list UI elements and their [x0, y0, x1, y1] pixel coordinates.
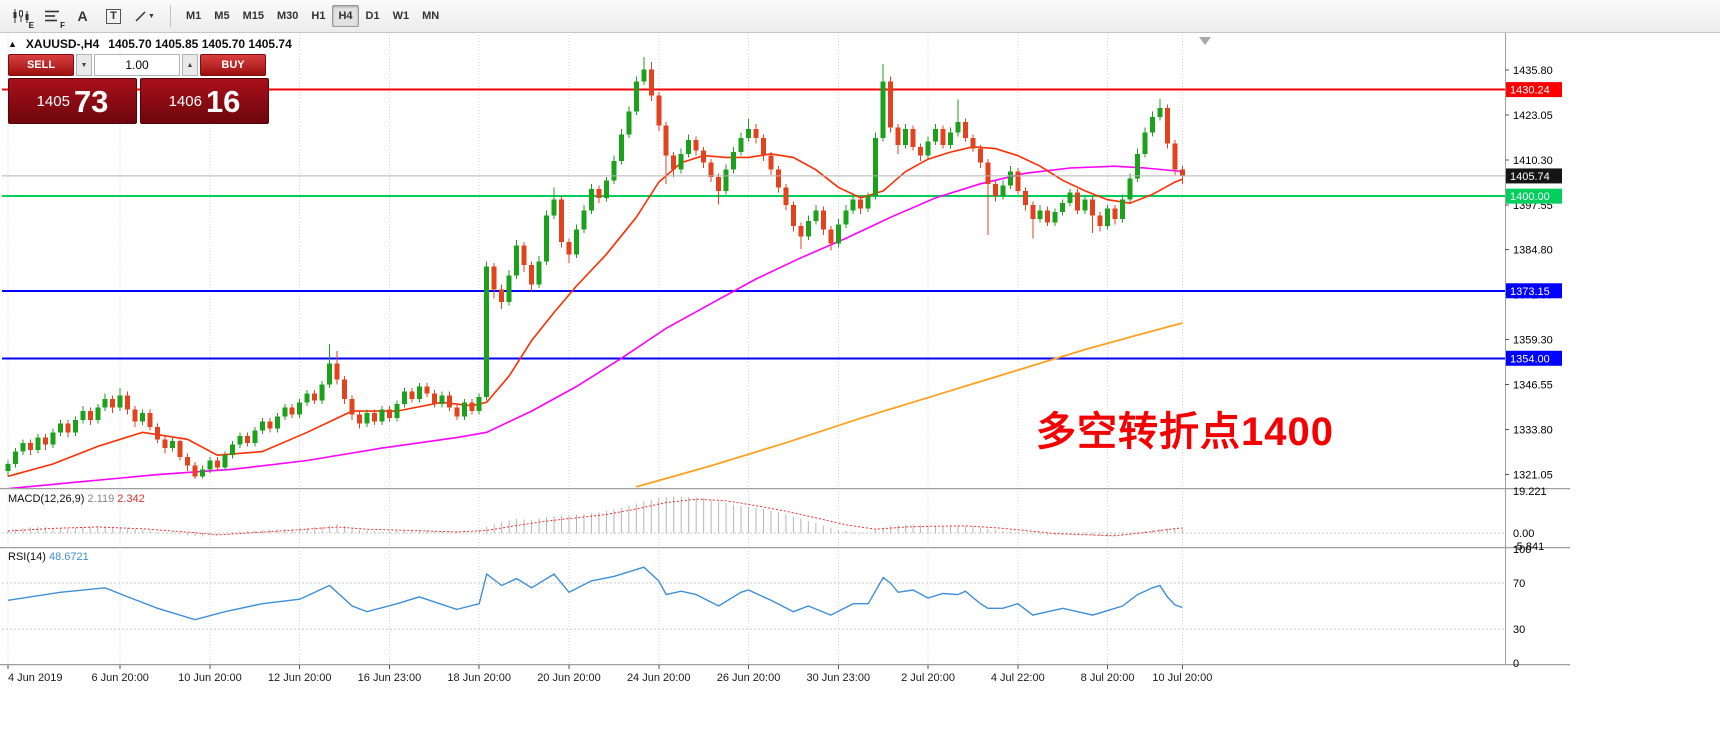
timeframe-button-mn[interactable]: MN: [416, 5, 445, 27]
macd-main-value: 2.119: [87, 493, 115, 505]
svg-text:1359.30: 1359.30: [1513, 335, 1553, 347]
chart-profile-f-icon[interactable]: F: [44, 10, 65, 30]
svg-text:-5.841: -5.841: [1513, 541, 1544, 553]
rsi-line: [7, 566, 1183, 621]
svg-text:0.00: 0.00: [1513, 528, 1534, 540]
ohlc-values: 1405.70 1405.85 1405.70 1405.74: [108, 37, 292, 51]
rsi-name: RSI(14): [8, 551, 46, 563]
svg-text:1430.24: 1430.24: [1510, 85, 1550, 97]
volume-increment-button[interactable]: ▲: [182, 54, 198, 76]
svg-text:1400.00: 1400.00: [1510, 191, 1550, 203]
one-click-collapse-icon[interactable]: ▲: [8, 39, 17, 49]
timeframe-button-m30[interactable]: M30: [271, 5, 304, 27]
ma-fast-red: [7, 145, 1183, 478]
moving-averages-layer: [7, 145, 1183, 490]
chart-shift-marker[interactable]: [1199, 37, 1211, 45]
buy-button[interactable]: BUY: [200, 54, 266, 76]
svg-text:24 Jun 20:00: 24 Jun 20:00: [627, 672, 691, 684]
svg-text:26 Jun 20:00: 26 Jun 20:00: [717, 672, 781, 684]
buy-price-display[interactable]: 1406 16: [140, 78, 269, 124]
price-badge: [1506, 283, 1562, 299]
text-box-tool-icon[interactable]: T: [99, 3, 128, 29]
price-axis[interactable]: 1435.801423.051410.301397.551384.801372.…: [1505, 65, 1562, 670]
svg-text:1405.74: 1405.74: [1510, 171, 1550, 183]
rsi-indicator-label: RSI(14) 48.6721: [8, 551, 89, 563]
buy-price-large: 16: [205, 83, 241, 119]
svg-text:1410.30: 1410.30: [1513, 155, 1553, 167]
macd-panel: [7, 496, 1183, 537]
grid-layer: [7, 35, 1183, 664]
drawing-tools-dropdown-icon[interactable]: ▼: [130, 3, 159, 29]
svg-text:18 Jun 20:00: 18 Jun 20:00: [447, 672, 511, 684]
svg-text:70: 70: [1513, 578, 1525, 590]
svg-text:19.221: 19.221: [1513, 486, 1547, 498]
svg-text:10 Jul 20:00: 10 Jul 20:00: [1152, 672, 1212, 684]
sell-price-display[interactable]: 1405 73: [8, 78, 137, 124]
sell-price-main: 1405: [36, 92, 70, 110]
current-price-badge: [1506, 168, 1562, 184]
volume-input[interactable]: [94, 54, 180, 76]
svg-text:1435.80: 1435.80: [1513, 65, 1553, 77]
timeframe-button-d1[interactable]: D1: [360, 5, 386, 27]
indicator-levels: [2, 532, 1505, 630]
svg-text:8 Jul 20:00: 8 Jul 20:00: [1081, 672, 1135, 684]
macd-name: MACD(12,26,9): [8, 493, 85, 505]
svg-text:16 Jun 23:00: 16 Jun 23:00: [358, 672, 422, 684]
timeframe-button-m1[interactable]: M1: [180, 5, 207, 27]
svg-text:2 Jul 20:00: 2 Jul 20:00: [901, 672, 955, 684]
svg-text:100: 100: [1513, 544, 1531, 556]
candles-layer: [5, 56, 1185, 479]
svg-text:4 Jun 2019: 4 Jun 2019: [8, 672, 62, 684]
ma-mid-magenta: [7, 165, 1183, 490]
rsi-panel: [7, 566, 1183, 621]
timeframe-button-h4[interactable]: H4: [332, 5, 359, 27]
panel-separators[interactable]: [0, 33, 1570, 666]
svg-text:1423.05: 1423.05: [1513, 110, 1553, 122]
price-badge: [1506, 82, 1562, 98]
macd-signal-value: 2.342: [117, 493, 145, 505]
svg-text:1333.80: 1333.80: [1513, 424, 1553, 436]
svg-text:1346.55: 1346.55: [1513, 380, 1553, 392]
svg-text:1354.00: 1354.00: [1510, 353, 1550, 365]
svg-text:12 Jun 20:00: 12 Jun 20:00: [268, 672, 332, 684]
svg-text:20 Jun 20:00: 20 Jun 20:00: [537, 672, 601, 684]
timeframe-buttons: M1 M5 M15 M30 H1 H4 D1 W1 MN: [180, 5, 446, 27]
chart-template-e-icon[interactable]: E: [6, 3, 35, 30]
svg-text:30 Jun 23:00: 30 Jun 23:00: [806, 672, 870, 684]
price-badge: [1506, 350, 1562, 366]
chart-window: 1435.801423.051410.301397.551384.801372.…: [0, 33, 1570, 756]
svg-text:6 Jun 20:00: 6 Jun 20:00: [91, 672, 149, 684]
sell-button[interactable]: SELL: [8, 54, 74, 76]
chart-canvas[interactable]: 1435.801423.051410.301397.551384.801372.…: [0, 33, 1570, 756]
horizontal-line-objects[interactable]: [2, 88, 1505, 360]
volume-decrement-button[interactable]: ▼: [76, 54, 92, 76]
timeframe-button-m15[interactable]: M15: [237, 5, 270, 27]
svg-text:30: 30: [1513, 624, 1525, 636]
svg-text:1321.05: 1321.05: [1513, 469, 1553, 481]
text-label-tool-icon[interactable]: A: [77, 8, 88, 24]
timeframe-button-m5[interactable]: M5: [208, 5, 235, 27]
timeframe-button-w1[interactable]: W1: [387, 5, 416, 27]
rsi-value: 48.6721: [48, 551, 89, 563]
ma-slow-orange: [636, 322, 1183, 488]
chart-annotation-text[interactable]: 多空转折点1400: [1036, 410, 1334, 454]
svg-text:1384.80: 1384.80: [1513, 245, 1553, 257]
svg-text:1373.15: 1373.15: [1510, 286, 1550, 298]
one-click-trading-panel: SELL ▼ ▲ BUY 1405 73 1406 16: [8, 54, 270, 124]
toolbar-separator: [170, 5, 171, 27]
macd-signal-line: [7, 498, 1183, 537]
svg-text:0: 0: [1513, 658, 1519, 670]
macd-indicator-label: MACD(12,26,9) 2.119 2.342: [8, 493, 145, 505]
price-badge: [1506, 188, 1562, 204]
timeframe-button-h1[interactable]: H1: [305, 5, 331, 27]
chart-title: ▲ XAUUSD-,H4 1405.70 1405.85 1405.70 140…: [8, 37, 292, 51]
toolbar: E F A T ▼ M1 M5 M15 M30 H1 H4 D1 W1 MN: [0, 0, 1720, 33]
chart-tool-buttons: E F A T ▼: [6, 3, 161, 30]
sell-price-large: 73: [73, 83, 109, 119]
buy-price-main: 1406: [168, 92, 202, 110]
svg-text:4 Jul 22:00: 4 Jul 22:00: [991, 672, 1045, 684]
svg-text:10 Jun 20:00: 10 Jun 20:00: [178, 672, 242, 684]
time-axis[interactable]: 4 Jun 2019 6 Jun 20:00 10 Jun 20:00 12 Jun …: [7, 665, 1212, 684]
symbol-period-label: XAUUSD-,H4: [25, 37, 100, 51]
